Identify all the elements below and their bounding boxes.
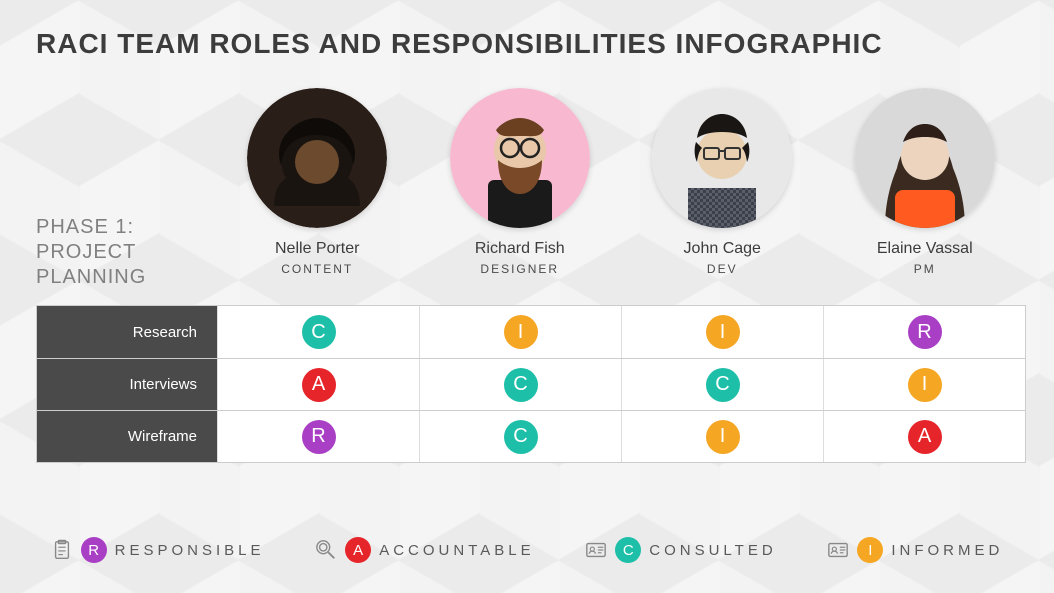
member-role: DESIGNER <box>419 262 622 276</box>
assignment-cell: I <box>621 411 823 462</box>
clipboard-icon <box>51 539 73 561</box>
assignment-cell: C <box>419 411 621 462</box>
assignment-cell: A <box>823 411 1025 462</box>
page-title: RACI TEAM ROLES AND RESPONSIBILITIES INF… <box>36 28 883 60</box>
member-role: DEV <box>621 262 824 276</box>
legend-item: I INFORMED <box>827 537 1003 563</box>
avatar <box>247 88 387 228</box>
team-member: John Cage DEV <box>621 88 824 276</box>
legend-label: INFORMED <box>891 542 1003 559</box>
legend-label: CONSULTED <box>649 542 776 559</box>
legend-label: ACCOUNTABLE <box>379 542 534 559</box>
raci-badge-c: C <box>706 368 740 402</box>
raci-badge-a: A <box>345 537 371 563</box>
raci-badge-r: R <box>302 420 336 454</box>
avatar <box>855 88 995 228</box>
assignment-cell: C <box>419 359 621 410</box>
raci-badge-i: I <box>706 315 740 349</box>
legend-item: A ACCOUNTABLE <box>315 537 534 563</box>
assignment-cell: R <box>823 306 1025 358</box>
raci-badge-a: A <box>302 368 336 402</box>
assignment-cell: C <box>621 359 823 410</box>
task-label: Research <box>37 306 217 358</box>
avatar <box>450 88 590 228</box>
assignment-cell: I <box>823 359 1025 410</box>
phase-label: PHASE 1: PROJECT PLANNING <box>36 215 201 290</box>
avatar <box>652 88 792 228</box>
member-name: Elaine Vassal <box>824 240 1027 258</box>
legend-item: C CONSULTED <box>585 537 776 563</box>
member-role: CONTENT <box>216 262 419 276</box>
task-label: Interviews <box>37 359 217 410</box>
raci-badge-i: I <box>908 368 942 402</box>
raci-badge-c: C <box>302 315 336 349</box>
raci-badge-r: R <box>908 315 942 349</box>
assignment-cell: I <box>621 306 823 358</box>
raci-badge-c: C <box>504 420 538 454</box>
table-row: Interviews A C C I <box>37 358 1025 410</box>
raci-legend: R RESPONSIBLE A ACCOUNTABLE C CONSULTED I INFOR… <box>0 537 1054 563</box>
team-members-row: Nelle Porter CONTENT Richard Fish DESIGNER… <box>216 88 1026 276</box>
idcard-icon <box>585 539 607 561</box>
assignment-cell: I <box>419 306 621 358</box>
legend-item: R RESPONSIBLE <box>51 537 265 563</box>
raci-badge-i: I <box>706 420 740 454</box>
raci-badge-r: R <box>81 537 107 563</box>
assignment-cell: C <box>217 306 419 358</box>
member-role: PM <box>824 262 1027 276</box>
raci-badge-a: A <box>908 420 942 454</box>
idcard-icon <box>827 539 849 561</box>
team-member: Elaine Vassal PM <box>824 88 1027 276</box>
team-member: Richard Fish DESIGNER <box>419 88 622 276</box>
team-member: Nelle Porter CONTENT <box>216 88 419 276</box>
member-name: Nelle Porter <box>216 240 419 258</box>
raci-badge-c: C <box>504 368 538 402</box>
member-name: Richard Fish <box>419 240 622 258</box>
table-row: Wireframe R C I A <box>37 410 1025 462</box>
magnify-icon <box>315 539 337 561</box>
raci-table: ResearchCIIRInterviewsACCIWireframeRCIA <box>36 305 1026 463</box>
task-label: Wireframe <box>37 411 217 462</box>
raci-badge-i: I <box>504 315 538 349</box>
table-row: Research C I I R <box>37 306 1025 358</box>
assignment-cell: R <box>217 411 419 462</box>
member-name: John Cage <box>621 240 824 258</box>
assignment-cell: A <box>217 359 419 410</box>
legend-label: RESPONSIBLE <box>115 542 265 559</box>
raci-badge-i: I <box>857 537 883 563</box>
raci-badge-c: C <box>615 537 641 563</box>
